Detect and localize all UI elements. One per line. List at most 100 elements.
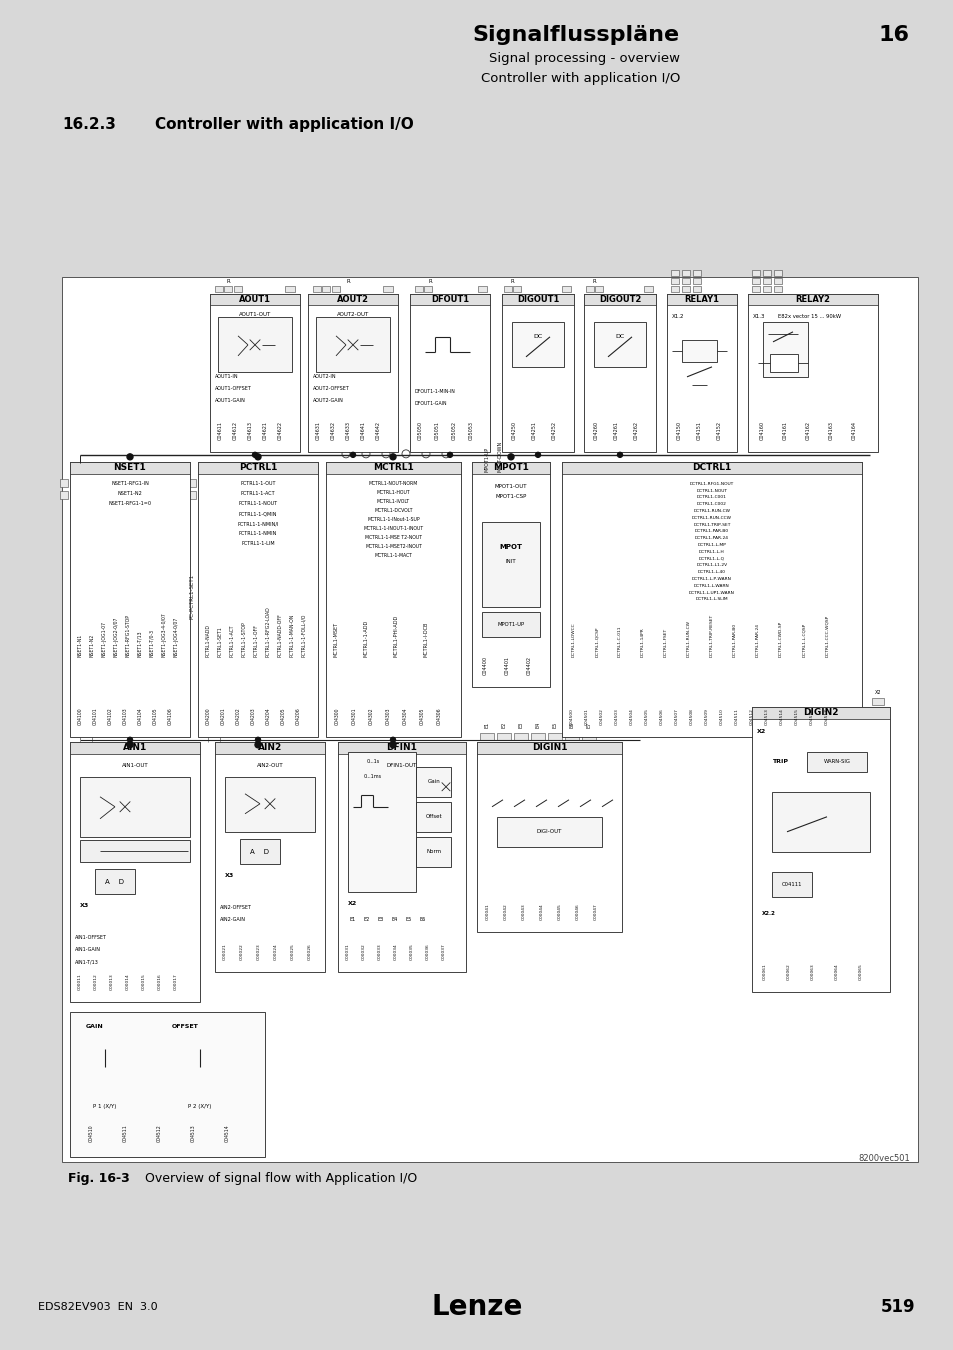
Bar [817,918,829,926]
Bar [669,294,679,302]
Bar [429,441,444,448]
Bar [547,733,561,740]
Bar [335,294,345,302]
Text: C04508: C04508 [689,707,693,725]
Bar [462,441,477,448]
Bar [681,278,689,283]
Bar [284,961,298,969]
Bar [436,961,452,969]
Text: PCTRL1-1-NOUT: PCTRL1-1-NOUT [238,501,277,506]
Text: C04513: C04513 [191,1125,195,1142]
Bar [681,294,691,302]
Text: C04503: C04503 [615,707,618,725]
Bar [804,726,818,734]
Text: C04513: C04513 [764,707,768,725]
Bar [481,612,539,637]
Text: DC: DC [615,335,624,339]
Text: C04510: C04510 [720,707,723,725]
Bar [773,278,781,283]
Bar [198,462,317,474]
Text: DCTRL1-PAR-24: DCTRL1-PAR-24 [755,622,760,657]
Bar [332,286,339,292]
Bar [308,294,397,452]
Text: NSET1-N2: NSET1-N2 [90,633,94,657]
Text: GAIN: GAIN [86,1025,104,1029]
Bar [285,286,294,292]
Text: MCTRL1-IVOLT: MCTRL1-IVOLT [376,500,410,505]
Text: C05051: C05051 [434,421,439,440]
Bar [774,726,788,734]
Text: C04152: C04152 [716,421,720,440]
Bar [504,441,522,448]
Bar [606,441,624,448]
Text: C00061: C00061 [762,963,766,980]
Text: C00023: C00023 [256,944,261,960]
Text: E3: E3 [377,917,384,922]
Text: DCTRL1-CCC-WQSP: DCTRL1-CCC-WQSP [824,614,828,657]
Text: DCTRL1-L-MP: DCTRL1-L-MP [697,543,725,547]
Text: PCTRL1-1-OUT: PCTRL1-1-OUT [240,482,275,486]
Bar [88,726,102,734]
Bar [236,294,247,302]
Text: C04621: C04621 [262,421,267,440]
Bar [240,838,280,864]
Circle shape [535,452,540,458]
Text: Lenze: Lenze [431,1293,522,1320]
Text: C04500: C04500 [569,707,574,725]
Bar [531,733,544,740]
Text: NSET1-N2: NSET1-N2 [117,491,142,497]
Text: DCTRL1-C001: DCTRL1-C001 [697,495,726,500]
Text: C04163: C04163 [827,421,833,440]
Bar [670,286,679,292]
Circle shape [507,454,514,460]
Bar [771,792,869,852]
Text: C04632: C04632 [330,421,335,440]
Bar [771,872,811,896]
Bar [73,992,87,999]
Text: PCTRL1: PCTRL1 [238,463,277,472]
Bar [234,961,250,969]
Bar [80,776,190,837]
Bar [214,741,325,753]
Text: DFIN1-OUT: DFIN1-OUT [387,763,416,768]
Circle shape [254,454,261,460]
Text: R: R [510,279,514,285]
Bar [479,922,497,929]
Text: C04164: C04164 [851,421,856,440]
Text: MCTRL1-1-ADD: MCTRL1-1-ADD [363,620,368,657]
Text: MCTRL1-NOUT-NORM: MCTRL1-NOUT-NORM [369,482,417,486]
Bar [778,981,800,988]
Text: C00012: C00012 [94,973,98,990]
Text: DCTRL1-14PR: DCTRL1-14PR [640,626,644,657]
Text: C04507: C04507 [675,707,679,725]
Text: PCTRL1-1-MAN-ON: PCTRL1-1-MAN-ON [289,613,294,657]
Text: MPOT: MPOT [499,544,522,549]
Text: E5: E5 [552,721,557,728]
Text: PCTRL1-NADD: PCTRL1-NADD [205,624,211,657]
Bar [518,676,538,684]
Bar [693,294,703,302]
Text: DCTRL1-TRIP-RESET: DCTRL1-TRIP-RESET [709,614,713,657]
Text: PCTRL1-1-NMIN: PCTRL1-1-NMIN [238,532,277,536]
Bar [257,441,272,448]
Text: DCTRL1-L-SLIM: DCTRL1-L-SLIM [695,598,727,601]
Bar [103,726,117,734]
Bar [476,741,621,932]
Bar [163,726,177,734]
Circle shape [127,741,132,748]
Text: PCTRL1-1-OFF: PCTRL1-1-OFF [253,624,258,657]
Text: C00046: C00046 [576,903,579,919]
Text: AOUT2-GAIN: AOUT2-GAIN [313,398,343,404]
Text: C04512: C04512 [749,707,753,725]
Text: MCTRL1-1-INOUT-1-INOUT: MCTRL1-1-INOUT-1-INOUT [363,526,423,532]
Bar [364,726,379,734]
Bar [751,270,760,275]
Bar [109,1143,141,1152]
Text: DCTRL1-C002: DCTRL1-C002 [697,502,726,506]
Bar [744,726,759,734]
Text: C00033: C00033 [377,944,381,960]
Polygon shape [100,1085,110,1092]
Bar [750,294,760,302]
Bar [513,286,521,292]
Bar [585,286,594,292]
